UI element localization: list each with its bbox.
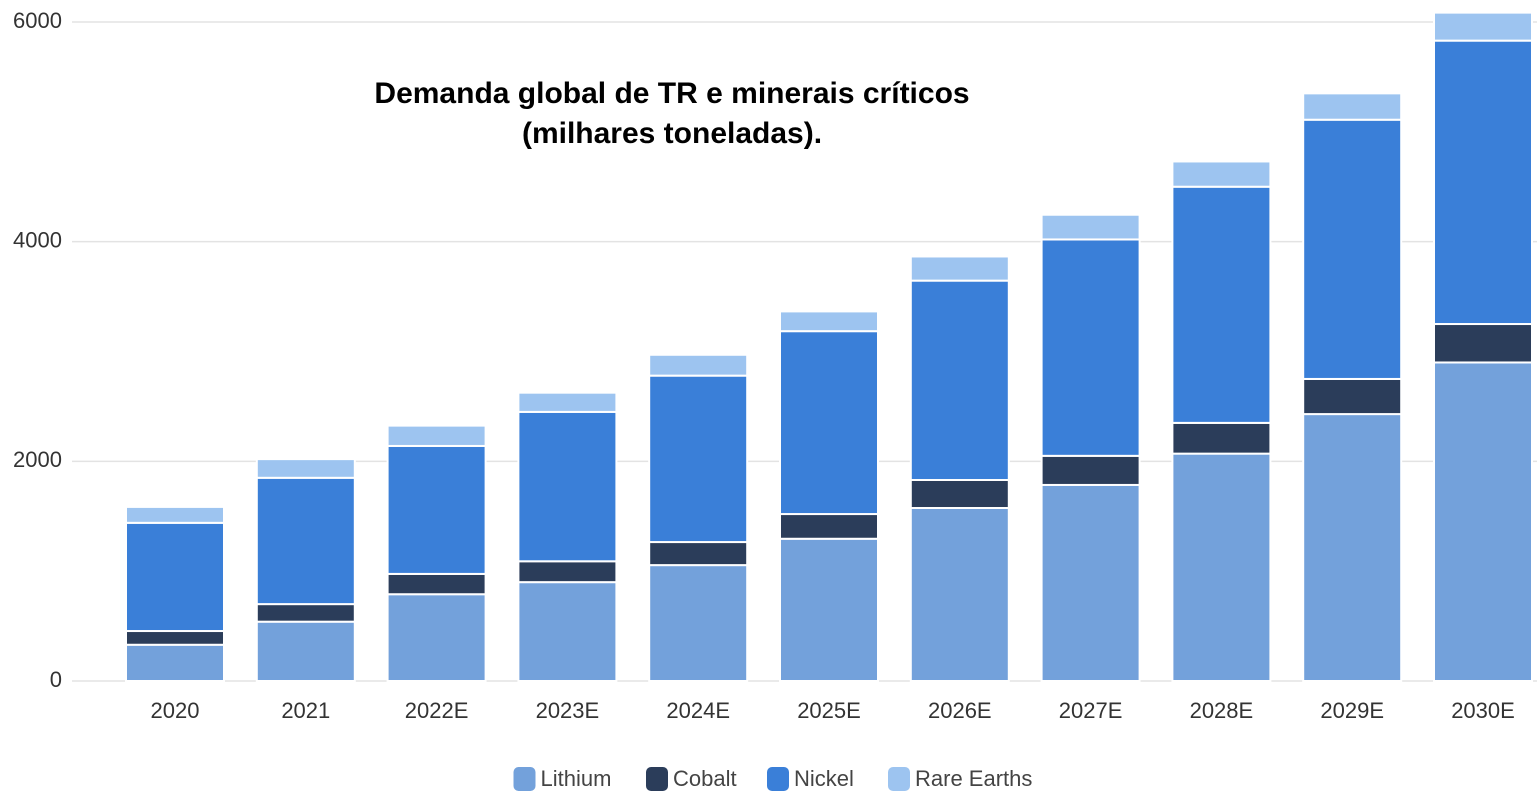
bar-segment xyxy=(1171,185,1272,424)
y-tick-label: 2000 xyxy=(13,447,62,472)
bar-segment xyxy=(779,330,879,516)
legend-swatch xyxy=(513,767,536,791)
bar-segment xyxy=(1171,421,1272,455)
bar-segment xyxy=(386,593,487,682)
bar-segment xyxy=(255,620,356,682)
y-tick-label: 0 xyxy=(50,667,62,692)
y-tick-label: 6000 xyxy=(13,8,62,33)
x-tick-label: 2023E xyxy=(536,698,600,723)
bar-segment xyxy=(1302,413,1403,682)
bar-segment xyxy=(255,458,356,479)
bar-segment xyxy=(909,478,1010,510)
bar-segment xyxy=(125,521,225,633)
legend-label: Rare Earths xyxy=(915,766,1032,791)
bar-segment xyxy=(517,560,618,584)
x-tick-label: 2027E xyxy=(1059,698,1123,723)
bar-segment xyxy=(1171,160,1272,188)
bar-segment xyxy=(125,505,225,524)
x-tick-label: 2020 xyxy=(151,698,200,723)
chart-title: (milhares toneladas). xyxy=(522,117,822,150)
bar-segment xyxy=(909,507,1010,682)
bar-segment xyxy=(648,541,749,567)
bar-segment xyxy=(386,424,487,447)
x-tick-label: 2029E xyxy=(1320,698,1384,723)
bar-segment xyxy=(648,374,749,544)
bar-segment xyxy=(255,476,356,606)
legend-swatch xyxy=(646,767,668,791)
legend-swatch xyxy=(888,767,910,791)
bar-segment xyxy=(1433,39,1533,326)
bar-segment xyxy=(1302,118,1403,380)
legend-swatch xyxy=(767,767,789,791)
bar-segment xyxy=(1302,377,1403,416)
bar-segment xyxy=(125,643,225,683)
bar-segment xyxy=(779,310,879,333)
bar-segment xyxy=(648,564,749,683)
bar-segment xyxy=(255,603,356,623)
bar-segment xyxy=(386,572,487,596)
bar-segment xyxy=(1040,238,1141,457)
bar-segment xyxy=(779,537,879,682)
bar-segment xyxy=(648,353,749,377)
legend-label: Cobalt xyxy=(673,766,737,791)
bar-segment xyxy=(1302,92,1403,121)
x-tick-label: 2022E xyxy=(405,698,469,723)
bar-segment xyxy=(517,391,618,413)
y-tick-label: 4000 xyxy=(13,227,62,252)
bar-segment xyxy=(517,581,618,682)
chart-title: Demanda global de TR e minerais críticos xyxy=(374,77,969,110)
x-tick-label: 2025E xyxy=(797,698,861,723)
legend-label: Nickel xyxy=(794,766,854,791)
x-tick-label: 2030E xyxy=(1451,698,1515,723)
bar-segment xyxy=(1040,483,1141,682)
bar-segment xyxy=(1433,361,1533,682)
x-tick-label: 2021 xyxy=(281,698,330,723)
bar-segment xyxy=(1433,323,1533,364)
x-tick-label: 2026E xyxy=(928,698,992,723)
bar-segment xyxy=(909,279,1010,481)
bar-segment xyxy=(1433,11,1533,42)
x-tick-label: 2024E xyxy=(666,698,730,723)
legend-label: Lithium xyxy=(541,766,612,791)
bar-segment xyxy=(1171,452,1272,683)
x-tick-label: 2028E xyxy=(1190,698,1254,723)
bar-segment xyxy=(1040,213,1141,241)
bar-segment xyxy=(909,255,1010,282)
bar-segment xyxy=(1040,454,1141,486)
bar-segment xyxy=(779,513,879,540)
bar-segment xyxy=(125,630,225,646)
bar-segment xyxy=(386,444,487,575)
bar-segment xyxy=(517,410,618,563)
